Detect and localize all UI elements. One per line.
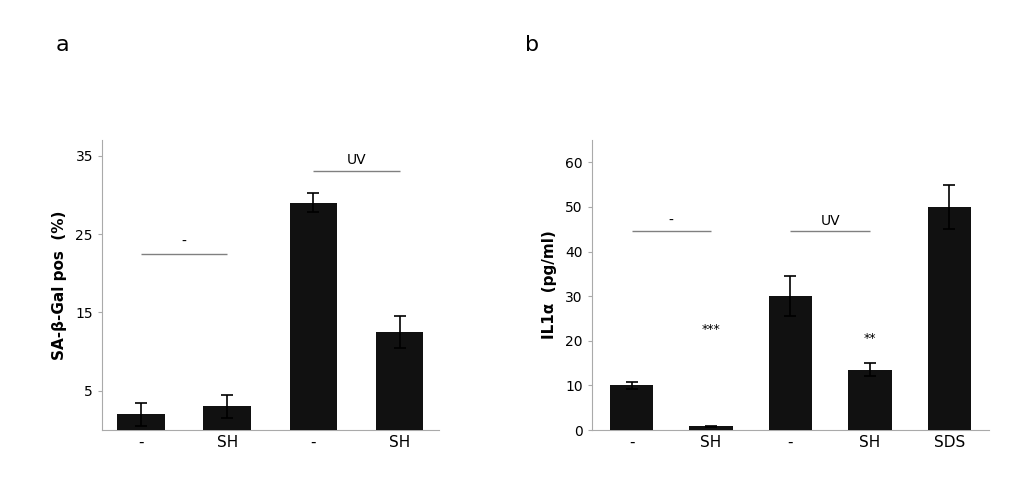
Text: ***: *** [701, 324, 719, 336]
Y-axis label: SA-β-Gal pos  (%): SA-β-Gal pos (%) [52, 210, 67, 360]
Text: -: - [181, 235, 186, 249]
Text: **: ** [863, 332, 875, 345]
Bar [117, 414, 164, 430]
Bar [689, 426, 733, 430]
Bar [376, 332, 423, 430]
Text: UV: UV [346, 154, 366, 168]
Bar [289, 202, 336, 430]
Text: b: b [525, 35, 539, 55]
Bar [609, 386, 653, 430]
Bar [204, 406, 251, 430]
Bar [847, 370, 891, 430]
Bar [926, 207, 970, 430]
Text: UV: UV [819, 214, 840, 228]
Y-axis label: IL1α  (pg/ml): IL1α (pg/ml) [541, 230, 556, 340]
Text: -: - [668, 214, 674, 228]
Text: a: a [56, 35, 69, 55]
Bar [768, 296, 811, 430]
